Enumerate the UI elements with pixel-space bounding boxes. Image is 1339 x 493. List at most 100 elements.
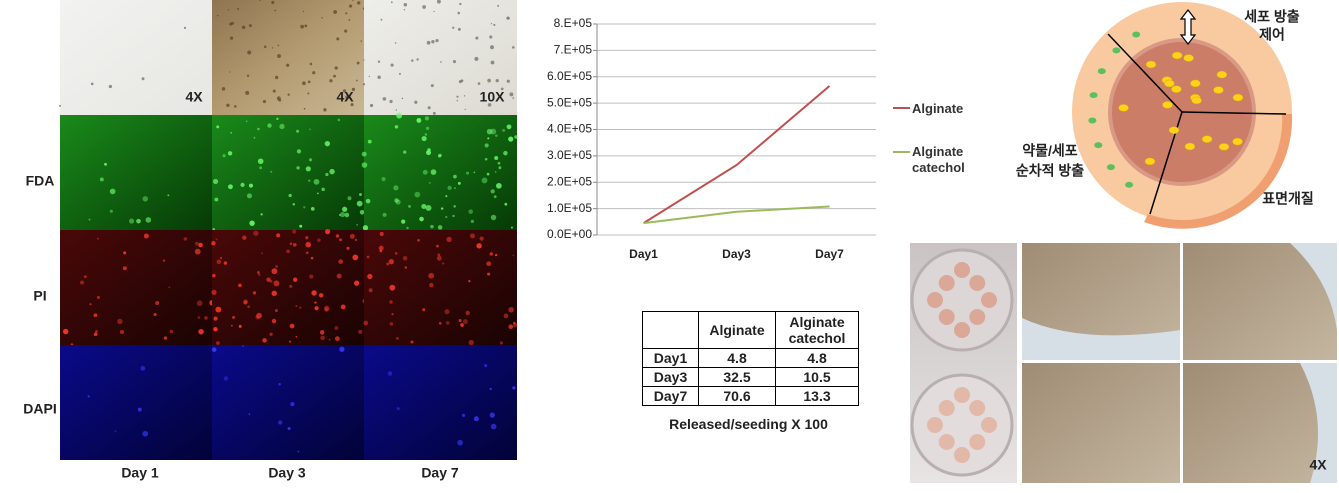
- fluorescent-cell: [425, 126, 430, 131]
- fluorescent-cell: [421, 136, 427, 142]
- fluorescent-cell: [183, 237, 188, 241]
- fluorescent-cell: [109, 209, 113, 213]
- fluorescent-cell: [424, 133, 428, 136]
- magnification: 4X: [336, 89, 354, 105]
- y-tick-label: 2.0E+05: [547, 174, 592, 188]
- fluorescent-cell: [269, 279, 273, 283]
- column-header: Alginate: [698, 311, 776, 349]
- fluorescent-cell: [245, 120, 248, 123]
- fluorescent-cell: [352, 254, 359, 261]
- fluorescent-cell: [494, 156, 499, 161]
- fluorescent-cell: [359, 193, 362, 196]
- fluorescent-cell: [490, 214, 497, 221]
- fluorescent-cell: [358, 329, 363, 334]
- microscopy-panel: [59, 0, 518, 460]
- fluorescent-cell: [367, 139, 372, 144]
- x-tick-label: Day7: [815, 247, 844, 261]
- fluorescent-cell: [241, 344, 245, 348]
- speck: [356, 79, 358, 82]
- fluorescent-cell: [335, 234, 340, 238]
- speck: [141, 77, 145, 81]
- fluorescent-cell: [314, 306, 319, 311]
- fluorescent-cell: [260, 213, 263, 216]
- row-header: Day3: [642, 367, 699, 387]
- fluorescent-cell: [486, 261, 492, 267]
- fluorescent-cell: [426, 150, 432, 156]
- fluorescent-cell: [296, 166, 300, 170]
- fluorescent-cell: [257, 158, 264, 165]
- speck: [303, 107, 306, 110]
- fluorescent-cell: [243, 300, 248, 305]
- bead: [938, 400, 955, 417]
- fluorescent-cell: [437, 154, 442, 158]
- fluorescent-cell: [489, 387, 492, 391]
- fluorescent-cell: [506, 124, 512, 130]
- fluorescent-cell: [460, 323, 464, 327]
- speck: [459, 2, 462, 6]
- speck: [362, 83, 366, 86]
- fluorescent-cell: [95, 330, 98, 333]
- fluorescent-cell: [473, 171, 476, 174]
- fluorescent-cell: [317, 238, 321, 242]
- fluorescence-image: [364, 345, 517, 460]
- speck: [357, 1, 361, 5]
- fluorescent-cell: [445, 215, 448, 219]
- speck: [272, 89, 276, 93]
- speck: [377, 75, 381, 79]
- fluorescent-cell: [123, 251, 127, 255]
- fluorescent-cell: [246, 193, 252, 199]
- series-line: [642, 85, 831, 224]
- fluorescent-cell: [419, 216, 424, 222]
- fluorescent-cell: [379, 249, 383, 253]
- fluorescent-cell: [321, 187, 325, 192]
- fluorescent-cell: [428, 272, 435, 279]
- fluorescent-cell: [346, 246, 350, 250]
- speck: [356, 61, 360, 65]
- fluorescent-cell: [499, 341, 503, 345]
- fluorescent-cell: [249, 220, 255, 226]
- bead: [954, 387, 970, 403]
- column-label: Day 7: [421, 465, 459, 481]
- bead: [981, 417, 997, 433]
- fluorescent-cell: [334, 326, 339, 330]
- speck: [59, 104, 62, 107]
- brightfield-image: [60, 0, 213, 115]
- column-header: Alginate catechol: [775, 311, 859, 349]
- fluorescent-cell: [305, 251, 309, 255]
- fluorescent-cell: [259, 166, 263, 170]
- fluorescent-cell: [508, 136, 514, 142]
- fluorescent-cell: [288, 340, 292, 343]
- drug-cell: [1216, 70, 1228, 79]
- fluorescent-cell: [289, 284, 293, 289]
- fluorescent-cell: [365, 198, 371, 204]
- fluorescent-cell: [421, 203, 427, 210]
- speck: [506, 16, 510, 20]
- fluorescent-cell: [211, 347, 217, 352]
- speck: [380, 18, 383, 21]
- fluorescent-cell: [465, 310, 470, 316]
- speck: [489, 35, 493, 39]
- fluorescent-cell: [129, 218, 135, 224]
- speck: [433, 10, 435, 13]
- bead: [981, 292, 997, 308]
- fluorescent-cell: [295, 304, 298, 308]
- fluorescent-cell: [468, 280, 471, 283]
- fluorescent-cell: [104, 162, 107, 166]
- diagram-label: 약물/세포: [1022, 143, 1078, 159]
- fluorescent-cell: [296, 149, 302, 154]
- fluorescent-cell: [114, 430, 117, 433]
- fluorescent-cell: [387, 371, 393, 376]
- fluorescent-cell: [137, 407, 142, 412]
- fluorescent-cell: [356, 223, 359, 226]
- row-label: DAPI: [23, 401, 56, 417]
- speck: [377, 60, 381, 63]
- speck: [350, 103, 354, 107]
- bead: [954, 447, 970, 463]
- fluorescent-cell: [486, 172, 490, 176]
- brightfield-image: [212, 0, 365, 115]
- outer-cell: [1097, 68, 1106, 75]
- speck: [495, 79, 499, 83]
- y-tick-label: 8.E+05: [554, 16, 593, 30]
- fluorescent-cell: [457, 181, 461, 185]
- speck: [245, 90, 250, 95]
